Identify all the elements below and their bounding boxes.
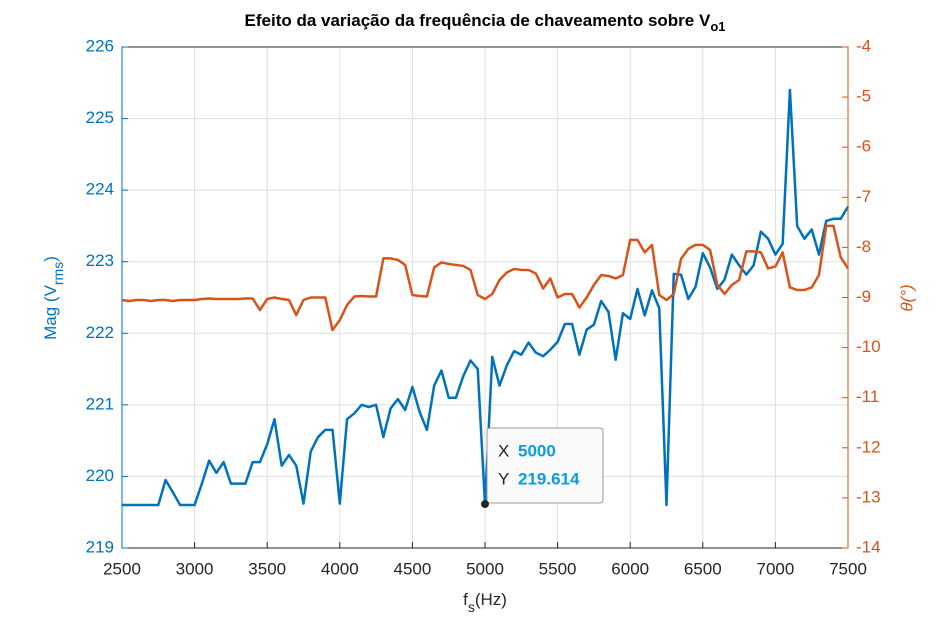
- xlabel-sub: s: [468, 599, 475, 615]
- x-tick-label: 3000: [176, 559, 214, 578]
- datatip-y-label: Y: [498, 469, 509, 488]
- x-tick-label: 2500: [103, 559, 141, 578]
- ylabel-tail: ): [41, 256, 60, 262]
- y2-axis-label: θ(°): [897, 284, 916, 311]
- x-tick-label: 6500: [684, 559, 722, 578]
- y-axis-label: Mag (Vrms): [41, 256, 65, 340]
- y2-tick-label: -13: [856, 487, 881, 506]
- x-tick-label: 3500: [248, 559, 286, 578]
- y-tick-label: 220: [86, 466, 114, 485]
- y2-tick-label: -14: [856, 537, 881, 556]
- y2-tick-label: -8: [856, 237, 871, 256]
- x-axis-label: fs(Hz): [463, 590, 507, 614]
- y2-tick-label: -10: [856, 337, 881, 356]
- y-tick-label: 224: [86, 180, 114, 199]
- title-main: Efeito da variação da frequência de chav…: [245, 11, 711, 30]
- y2-tick-label: -7: [856, 187, 871, 206]
- y-tick-label: 219: [86, 537, 114, 556]
- y2-tick-label: -11: [856, 387, 879, 406]
- y-tick-label: 225: [86, 108, 114, 127]
- ylabel-main: Mag (V: [41, 284, 60, 339]
- chart-title: Efeito da variação da frequência de chav…: [245, 11, 726, 34]
- x-tick-label: 4500: [393, 559, 431, 578]
- y2-tick-label: -9: [856, 287, 871, 306]
- x-tick-label: 7500: [829, 559, 867, 578]
- datatip-y-value: 219.614: [518, 469, 580, 488]
- y-tick-label: 223: [86, 251, 114, 270]
- x-tick-label: 6000: [611, 559, 649, 578]
- y-tick-label: 221: [86, 394, 114, 413]
- y-tick-label: 222: [86, 323, 114, 342]
- x-tick-label: 7000: [756, 559, 794, 578]
- xlabel-main: f: [463, 590, 468, 609]
- y2-tick-label: -12: [856, 437, 881, 456]
- y2-tick-label: -4: [856, 36, 871, 55]
- x-tick-label: 4000: [321, 559, 359, 578]
- x-tick-label: 5000: [466, 559, 504, 578]
- series-line: [121, 224, 850, 332]
- datatip-box: [486, 427, 604, 504]
- x-tick-label: 5500: [539, 559, 577, 578]
- title-sub: o1: [710, 19, 725, 34]
- datatip-x-label: X: [498, 441, 509, 460]
- y2-tick-label: -6: [856, 137, 871, 156]
- datatip-x-value: 5000: [518, 441, 556, 460]
- y-tick-label: 226: [86, 36, 114, 55]
- datatip-marker: [481, 500, 489, 509]
- xlabel-tail: (Hz): [475, 590, 507, 609]
- datatip: X 5000 Y 219.614: [481, 427, 604, 509]
- ylabel-sub: rms: [50, 262, 66, 285]
- y2-tick-label: -5: [856, 87, 871, 106]
